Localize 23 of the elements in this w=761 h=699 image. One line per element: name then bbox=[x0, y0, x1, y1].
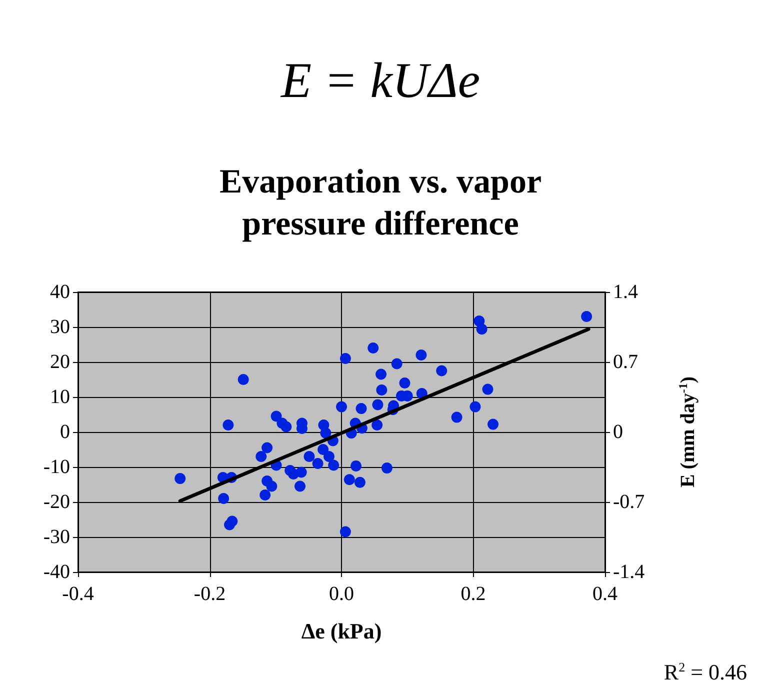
x-axis-title: Δe (kPa) bbox=[301, 618, 382, 644]
y2-tick-label: 0.7 bbox=[613, 351, 638, 373]
y2-tick-label: 0 bbox=[613, 421, 623, 443]
y-tick-label: 10 bbox=[50, 386, 70, 408]
y-tick-label: -10 bbox=[43, 456, 70, 478]
y2-tick-label: -1.4 bbox=[613, 561, 645, 583]
x-tick-label: 0.4 bbox=[592, 583, 618, 605]
y-tick-label: -20 bbox=[43, 491, 70, 513]
y2-axis-title: E (mm day-1) bbox=[676, 376, 699, 488]
chart-subtitle: Evaporation vs. vapor pressure difference bbox=[219, 164, 542, 242]
y-tick-label: -40 bbox=[43, 561, 70, 583]
y2-tick-label: -0.7 bbox=[613, 491, 645, 513]
x-tick-label: -0.4 bbox=[62, 583, 94, 605]
y-tick-label: -30 bbox=[43, 526, 70, 548]
y-tick-label: 20 bbox=[50, 351, 70, 373]
y2-tick-label: 1.4 bbox=[613, 281, 638, 303]
y-tick-label: 40 bbox=[50, 281, 70, 303]
y-tick-label: 30 bbox=[50, 316, 70, 338]
x-tick-label: -0.2 bbox=[194, 583, 226, 605]
x-tick-label: 0.0 bbox=[329, 583, 354, 605]
x-tick-label: 0.2 bbox=[460, 583, 486, 605]
chart-title: E = kUΔe bbox=[280, 52, 480, 108]
y-tick-label: 0 bbox=[60, 421, 70, 443]
